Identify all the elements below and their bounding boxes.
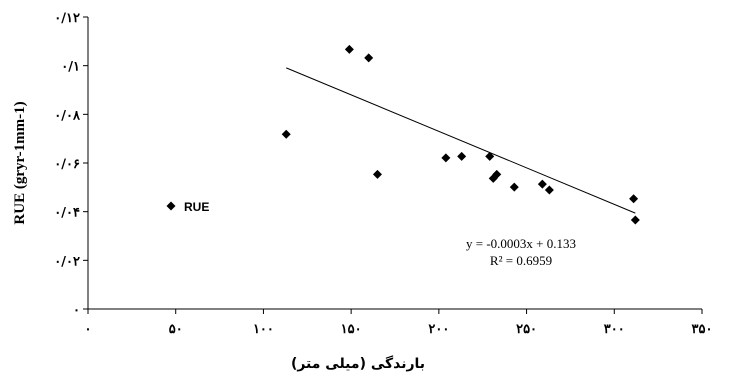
legend-label-rue: RUE xyxy=(184,200,209,214)
y-axis-ticks: ۰ ۰/۰۲ ۰/۰۴ ۰/۰۶ ۰/۰۸ ۰/۱ ۰/۱۲ xyxy=(54,11,88,318)
x-tick-label: ۵۰ xyxy=(169,322,183,337)
x-tick-label: ۳۰۰ xyxy=(604,322,625,337)
x-axis-ticks: ۰ ۵۰ ۱۰۰ ۱۵۰ ۲۰۰ ۲۵۰ ۳۰۰ ۳۵۰ xyxy=(85,309,713,337)
data-point xyxy=(344,44,354,54)
legend: RUE xyxy=(166,200,209,214)
data-points xyxy=(281,44,640,225)
data-point xyxy=(492,169,502,179)
legend-marker-rue xyxy=(166,201,176,211)
data-point xyxy=(457,151,467,161)
y-tick-label: ۰ xyxy=(73,303,80,318)
trendline xyxy=(286,67,636,214)
x-tick-label: ۰ xyxy=(85,322,92,337)
y-tick-label: ۰/۱۲ xyxy=(54,11,80,26)
data-point xyxy=(544,185,554,195)
x-tick-label: ۱۰۰ xyxy=(253,322,274,337)
x-tick-label: ۲۰۰ xyxy=(428,322,449,337)
trendline-equation: y = -0.0003x + 0.133 xyxy=(466,236,576,251)
data-point xyxy=(364,53,374,63)
y-tick-label: ۰/۰۸ xyxy=(54,108,81,123)
data-point xyxy=(281,129,291,139)
x-tick-label: ۱۵۰ xyxy=(341,322,362,337)
data-point xyxy=(629,194,639,204)
x-axis-label: بارندگی (میلی متر) xyxy=(291,355,425,372)
y-tick-label: ۰/۰۲ xyxy=(54,254,80,269)
x-tick-label: ۳۵۰ xyxy=(692,322,713,337)
trendline-r-squared: R² = 0.6959 xyxy=(490,253,552,268)
data-point xyxy=(537,179,547,189)
y-tick-label: ۰/۰۴ xyxy=(54,206,80,221)
axes xyxy=(87,17,702,310)
y-tick-label: ۰/۰۶ xyxy=(54,157,80,172)
data-point xyxy=(485,151,495,161)
data-point xyxy=(509,182,519,192)
data-point xyxy=(372,169,382,179)
data-point xyxy=(441,153,451,163)
x-tick-label: ۲۵۰ xyxy=(516,322,537,337)
y-tick-label: ۰/۱ xyxy=(61,60,80,75)
data-point xyxy=(630,215,640,225)
y-axis-label: RUE (gryr-1mm-1) xyxy=(12,101,28,224)
